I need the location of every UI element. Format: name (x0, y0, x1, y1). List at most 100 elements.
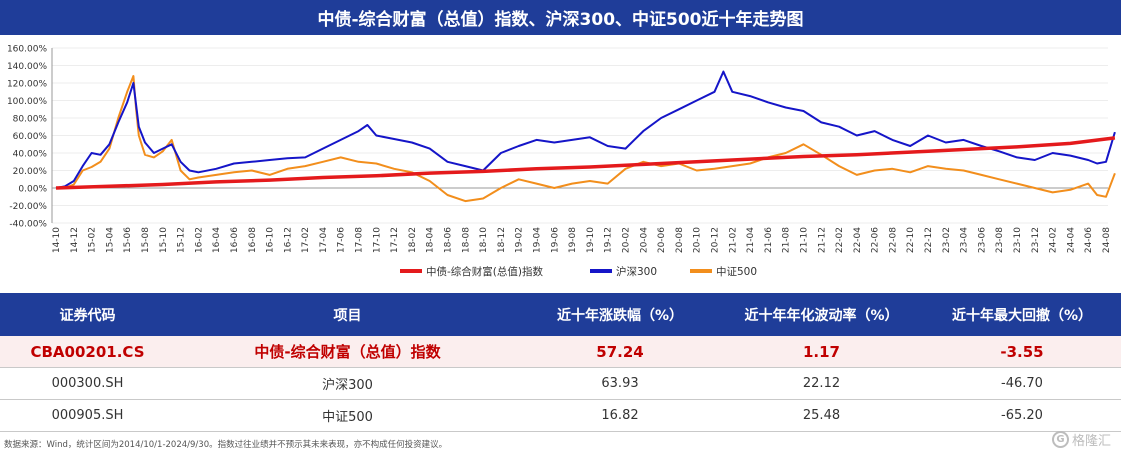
cell-item: 中证500 (322, 410, 373, 425)
y-tick-label: 80.00% (13, 115, 48, 125)
x-tick-label: 22-12 (924, 227, 934, 253)
grid-layer (51, 47, 1108, 224)
x-tick-label: 19-10 (586, 227, 596, 253)
cell-code: CBA00201.CS (30, 342, 145, 361)
y-axis: 160.00% 140.00% 120.00% 100.00% 80.00% 60.00%… (7, 45, 47, 230)
y-tick-label: 160.00% (7, 45, 47, 55)
cell-code: 000300.SH (51, 376, 124, 391)
header-code: 证券代码 (59, 307, 116, 324)
x-tick-label: 24-02 (1049, 227, 1059, 253)
legend-label: 中证500 (716, 265, 757, 278)
x-tick-label: 21-12 (817, 227, 827, 253)
x-tick-label: 15-08 (141, 227, 151, 253)
cell-return: 16.82 (601, 408, 639, 423)
x-tick-label: 22-06 (871, 227, 881, 253)
x-tick-label: 18-10 (479, 227, 489, 253)
cell-return: 57.24 (596, 342, 644, 361)
x-tick-label: 24-04 (1066, 227, 1076, 253)
stats-table: 证券代码 项目 近十年涨跌幅（%） 近十年年化波动率（%） 近十年最大回撤（%）… (0, 293, 1121, 432)
table-row: CBA00201.CS 中债-综合财富（总值）指数 57.24 1.17 -3.… (0, 336, 1121, 368)
cell-return: 63.93 (601, 376, 639, 391)
x-tick-label: 19-04 (533, 227, 543, 253)
x-tick-label: 16-08 (248, 227, 258, 253)
y-tick-label: 40.00% (13, 150, 48, 160)
x-tick-label: 18-08 (461, 227, 471, 253)
x-tick-label: 23-08 (995, 227, 1005, 253)
x-tick-label: 15-06 (123, 227, 133, 253)
x-tick-label: 23-04 (960, 227, 970, 253)
x-tick-label: 16-06 (230, 227, 240, 253)
header-volatility: 近十年年化波动率（%） (744, 307, 899, 324)
x-tick-label: 21-04 (746, 227, 756, 253)
x-tick-label: 21-08 (782, 227, 792, 253)
table-row: 000300.SH 沪深300 63.93 22.12 -46.70 (0, 368, 1121, 400)
cell-drawdown: -65.20 (1001, 408, 1043, 423)
cell-volatility: 25.48 (802, 408, 841, 423)
y-tick-label: 100.00% (7, 97, 47, 107)
x-tick-label: 16-12 (283, 227, 293, 253)
x-tick-label: 18-12 (497, 227, 507, 253)
x-tick-label: 16-02 (194, 227, 204, 253)
x-tick-label: 20-06 (657, 227, 667, 253)
header-drawdown: 近十年最大回撤（%） (951, 307, 1093, 324)
series-layer (55, 70, 1116, 203)
x-tick-label: 14-10 (52, 227, 62, 253)
x-tick-label: 19-06 (550, 227, 560, 253)
x-tick-label: 20-02 (621, 227, 631, 253)
footnote: 数据来源：Wind，统计区间为2014/10/1-2024/9/30。指数过往业… (4, 440, 448, 450)
x-tick-label: 17-12 (390, 227, 400, 253)
x-tick-label: 19-02 (515, 227, 525, 253)
x-tick-label: 23-12 (1031, 227, 1041, 253)
g-logo-icon: G (1051, 431, 1069, 448)
x-tick-label: 22-08 (888, 227, 898, 253)
x-tick-label: 17-02 (301, 227, 311, 253)
x-tick-label: 24-08 (1102, 227, 1112, 253)
cell-drawdown: -46.70 (1001, 376, 1043, 391)
x-tick-label: 18-02 (408, 227, 418, 253)
x-tick-label: 20-08 (675, 227, 685, 253)
table-header: 证券代码 项目 近十年涨跌幅（%） 近十年年化波动率（%） 近十年最大回撤（%） (0, 293, 1121, 336)
series-line (56, 75, 1116, 203)
x-tick-label: 17-04 (319, 227, 329, 253)
cell-code: 000905.SH (51, 408, 124, 423)
cell-volatility: 1.17 (802, 342, 840, 361)
x-tick-label: 19-12 (604, 227, 614, 253)
cell-item: 中债-综合财富（总值）指数 (254, 343, 441, 361)
x-tick-label: 19-08 (568, 227, 578, 253)
x-tick-label: 20-04 (639, 227, 649, 253)
x-tick-label: 24-06 (1084, 227, 1094, 253)
y-tick-label: -20.00% (9, 202, 47, 212)
x-tick-label: 15-02 (88, 227, 98, 253)
x-tick-label: 20-10 (693, 227, 703, 253)
x-tick-label: 22-02 (835, 227, 845, 253)
x-tick-label: 16-04 (212, 227, 222, 253)
cell-volatility: 22.12 (802, 376, 841, 391)
x-tick-label: 17-08 (355, 227, 365, 253)
series-line (55, 70, 1116, 189)
y-tick-label: 20.00% (13, 167, 48, 177)
x-tick-label: 18-04 (426, 227, 436, 253)
x-tick-label: 21-06 (764, 227, 774, 253)
x-tick-label: 16-10 (266, 227, 276, 253)
legend-label: 沪深300 (616, 265, 657, 278)
x-tick-label: 15-04 (105, 227, 115, 253)
x-tick-label: 15-10 (159, 227, 169, 253)
legend-label: 中债-综合财富(总值)指数 (426, 265, 543, 278)
series-line (55, 136, 1116, 190)
x-tick-label: 20-12 (710, 227, 720, 253)
line-chart: 160.00% 140.00% 120.00% 100.00% 80.00% 60.00%… (7, 45, 1116, 278)
x-tick-label: 22-04 (853, 227, 863, 253)
watermark: G 格隆汇 (1051, 430, 1111, 449)
x-tick-label: 17-10 (372, 227, 382, 253)
y-tick-label: 120.00% (7, 80, 47, 90)
cell-drawdown: -3.55 (1000, 342, 1044, 361)
y-tick-label: 0.00% (18, 185, 47, 195)
x-tick-label: 18-06 (444, 227, 454, 253)
header-item: 项目 (333, 307, 362, 324)
y-tick-label: 140.00% (7, 62, 47, 72)
y-tick-label: -40.00% (9, 220, 47, 230)
x-tick-label: 22-10 (906, 227, 916, 253)
x-tick-label: 17-06 (337, 227, 347, 253)
x-tick-label: 15-12 (177, 227, 187, 253)
x-axis: 14-10 14-12 15-02 15-04 15-06 15-08 15-10 15-12… (52, 227, 1112, 253)
